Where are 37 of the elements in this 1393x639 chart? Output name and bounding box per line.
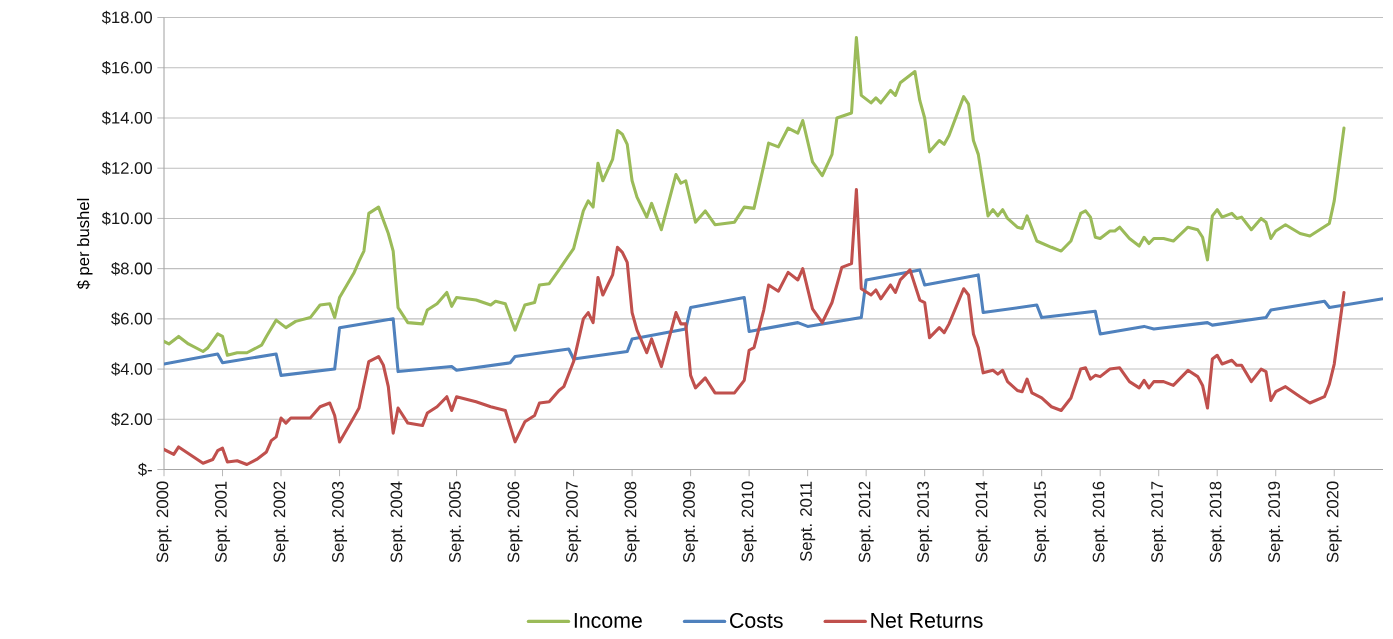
legend-label: Net Returns bbox=[871, 613, 983, 628]
x-tick-label: Sept. 2017 bbox=[1151, 481, 1167, 563]
line-series bbox=[164, 268, 1383, 377]
x-tick-label: Sept. 2003 bbox=[332, 481, 348, 563]
x-tick-label: Sept. 2015 bbox=[1034, 481, 1050, 563]
y-tick-label: $12.00 bbox=[101, 161, 152, 175]
x-tick-label: Sept. 2000 bbox=[156, 481, 172, 563]
x-tick-label: Sept. 2019 bbox=[1268, 481, 1284, 563]
legend-label: Income bbox=[574, 613, 642, 628]
x-tick-label: Sept. 2018 bbox=[1209, 481, 1225, 563]
x-tick-label: Sept. 2009 bbox=[683, 481, 699, 563]
x-tick-label: Sept. 2016 bbox=[1092, 481, 1108, 563]
x-tick-label: Sept. 2008 bbox=[624, 481, 640, 563]
y-tick-label: $18.00 bbox=[101, 10, 152, 25]
y-tick-label: $4.00 bbox=[111, 362, 152, 376]
y-tick-label: $16.00 bbox=[101, 61, 152, 75]
y-tick-label: $8.00 bbox=[111, 261, 152, 276]
y-tick-label: $14.00 bbox=[101, 111, 152, 125]
legend-label: Costs bbox=[730, 612, 783, 629]
x-tick-label: Sept. 2005 bbox=[449, 481, 465, 563]
line-series bbox=[164, 188, 1346, 467]
y-tick-label: $6.00 bbox=[111, 312, 152, 326]
x-tick-label: Sept. 2020 bbox=[1326, 481, 1342, 563]
x-tick-label: Sept. 2002 bbox=[273, 481, 289, 563]
x-tick-label: Sept. 2004 bbox=[390, 481, 406, 563]
x-tick-label: Sept. 2012 bbox=[858, 481, 874, 563]
y-tick-label: $2.00 bbox=[111, 412, 152, 427]
x-tick-label: Sept. 2001 bbox=[214, 481, 231, 563]
y-tick-label: $- bbox=[138, 462, 152, 477]
y-axis-title: $ per bushel bbox=[76, 198, 93, 290]
x-tick-label: Sept. 2011 bbox=[800, 481, 816, 562]
x-tick-label: Sept. 2007 bbox=[566, 481, 582, 563]
x-tick-label: Sept. 2010 bbox=[741, 481, 757, 563]
x-tick-label: Sept. 2006 bbox=[507, 481, 523, 563]
x-tick-label: Sept. 2013 bbox=[917, 481, 933, 563]
y-tick-label: $10.00 bbox=[101, 211, 152, 226]
x-tick-label: Sept. 2014 bbox=[975, 481, 991, 563]
